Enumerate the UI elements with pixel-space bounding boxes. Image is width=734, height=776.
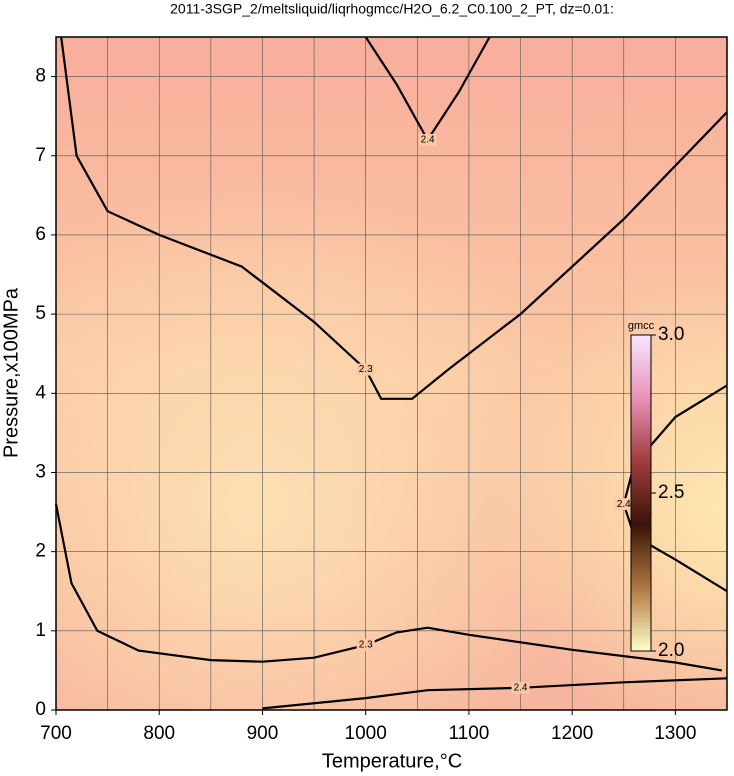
contour-label: 2.3 <box>359 364 373 375</box>
x-tick-label: 900 <box>247 723 279 744</box>
y-tick-label: 2 <box>35 541 46 562</box>
y-tick-label: 6 <box>35 224 46 245</box>
contour-label: 2.4 <box>617 499 631 510</box>
y-tick-label: 7 <box>35 145 46 166</box>
contour-label-bg <box>418 133 437 146</box>
contour-label-bg <box>511 681 530 694</box>
colorbar-tick-label: 2.5 <box>658 482 684 503</box>
plot-shade <box>56 37 727 710</box>
colorbar-tick-label: 3.0 <box>658 324 684 345</box>
contour-label: 2.3 <box>359 640 373 651</box>
y-tick-label: 8 <box>35 66 46 87</box>
contour-label-bg <box>356 363 375 376</box>
colorbar <box>630 334 652 652</box>
plot-frame <box>55 36 728 711</box>
y-tick-label: 5 <box>35 303 46 324</box>
x-tick-label: 1100 <box>448 723 489 744</box>
contour-label-bg <box>614 498 633 511</box>
chart-title: 2011-3SGP_2/meltsliquid/liqrhogmcc/H2O_6… <box>170 1 614 17</box>
contour-line <box>262 677 728 710</box>
x-tick-label: 1300 <box>654 723 696 744</box>
y-axis-title: Pressure,x100MPa <box>0 287 22 458</box>
colorbar-tick-label: 2.0 <box>658 640 684 661</box>
contour-label: 2.4 <box>421 135 435 146</box>
x-tick-label: 700 <box>40 723 72 744</box>
y-tick-label: 1 <box>35 620 46 641</box>
y-tick-label: 4 <box>35 382 46 403</box>
y-tick-label: 0 <box>35 699 46 720</box>
contour-label-bg <box>356 639 375 652</box>
contour-line <box>54 503 722 672</box>
x-tick-label: 800 <box>143 723 175 744</box>
x-tick-label: 1200 <box>551 723 593 744</box>
x-tick-label: 1000 <box>345 723 387 744</box>
x-axis-title: Temperature,°C <box>322 750 462 772</box>
y-tick-label: 3 <box>35 461 46 482</box>
contour-label: 2.4 <box>514 682 528 693</box>
colorbar-title: gmcc <box>628 320 655 332</box>
